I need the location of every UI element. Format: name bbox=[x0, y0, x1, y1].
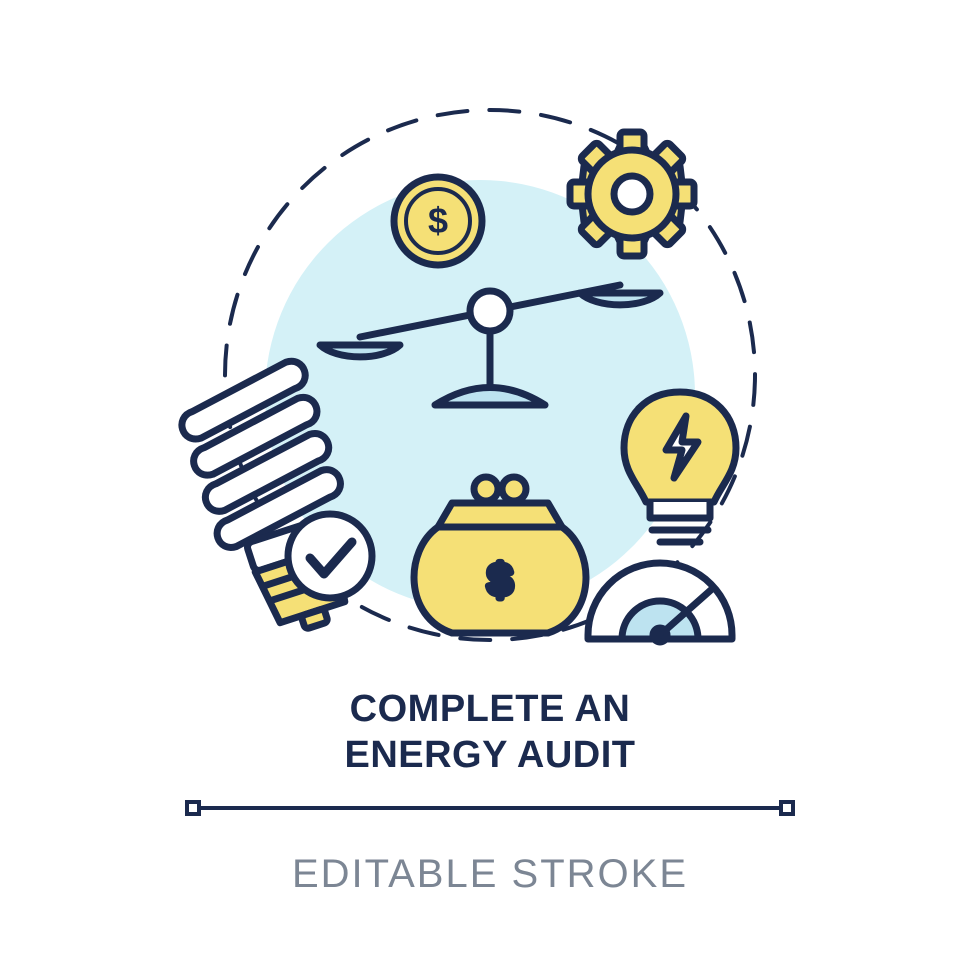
divider-endcap-left bbox=[185, 800, 201, 816]
gauge-icon bbox=[588, 563, 732, 642]
title-line-1: COMPLETE AN bbox=[0, 688, 980, 731]
divider-endcap-right bbox=[779, 800, 795, 816]
infographic-stage: $ bbox=[0, 0, 980, 980]
coin-icon: $ bbox=[394, 177, 482, 265]
checkmark-icon bbox=[288, 514, 372, 598]
svg-text:$: $ bbox=[428, 200, 448, 241]
divider bbox=[185, 800, 795, 816]
infographic-svg: $ bbox=[0, 0, 980, 980]
svg-text:$: $ bbox=[488, 556, 512, 605]
subtitle: EDITABLE STROKE bbox=[0, 852, 980, 897]
divider-line bbox=[201, 806, 779, 810]
title-line-2: ENERGY AUDIT bbox=[0, 734, 980, 777]
